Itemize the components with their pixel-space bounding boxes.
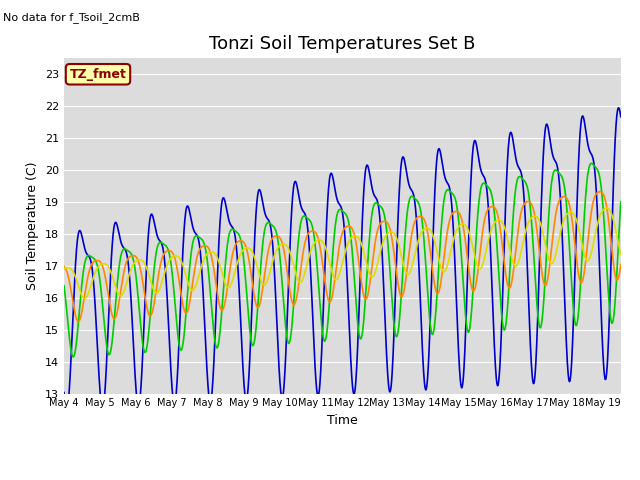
- Legend: -4cm, -8cm, -16cm, -32cm: -4cm, -8cm, -16cm, -32cm: [161, 474, 524, 480]
- Y-axis label: Soil Temperature (C): Soil Temperature (C): [26, 161, 39, 290]
- Title: Tonzi Soil Temperatures Set B: Tonzi Soil Temperatures Set B: [209, 35, 476, 53]
- Text: No data for f_Tsoil_2cmB: No data for f_Tsoil_2cmB: [3, 12, 140, 23]
- Text: TZ_fmet: TZ_fmet: [70, 68, 127, 81]
- X-axis label: Time: Time: [327, 414, 358, 427]
